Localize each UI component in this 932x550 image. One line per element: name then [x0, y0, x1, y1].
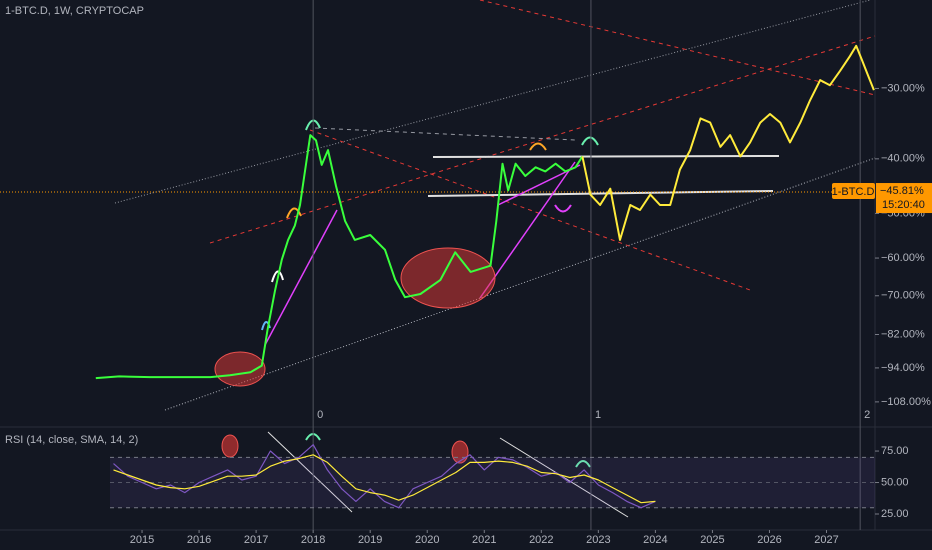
cycle-marker-label: 2: [864, 409, 870, 421]
symbol-badge: [832, 183, 875, 200]
y-tick-label: −108.00%: [881, 396, 931, 408]
y-tick-label: 25.00: [881, 508, 909, 520]
x-tick-label: 2024: [643, 534, 667, 546]
rsi-title: RSI (14, close, SMA, 14, 2): [5, 434, 138, 446]
x-tick-label: 2020: [415, 534, 439, 546]
series-line: [113, 444, 656, 509]
drawings: [114, 0, 876, 518]
symbol-badge-label: 1-BTC.D: [832, 186, 875, 198]
y-tick-label: −40.00%: [881, 153, 925, 165]
cycle-marker-label: 1: [595, 409, 601, 421]
x-tick-label: 2022: [529, 534, 553, 546]
trend-line: [309, 129, 751, 291]
countdown-label: 15:20:40: [882, 199, 925, 211]
level-line: [432, 155, 780, 158]
trend-line: [479, 0, 876, 96]
x-tick-label: 2023: [586, 534, 610, 546]
y-tick-label: 50.00: [881, 476, 909, 488]
channel-line: [114, 0, 871, 204]
x-tick-label: 2019: [358, 534, 382, 546]
arc: [575, 460, 591, 468]
arc: [554, 204, 572, 213]
rsi-band: [110, 457, 875, 508]
y-tick-label: 75.00: [881, 445, 909, 457]
arc: [271, 270, 284, 283]
x-tick-label: 2018: [301, 534, 325, 546]
last-value-badge: [876, 183, 932, 214]
arc: [286, 207, 302, 219]
x-tick-label: 2017: [244, 534, 268, 546]
series-line: [113, 454, 656, 504]
y-tick-label: −94.00%: [881, 362, 925, 374]
y-tick-label: −60.00%: [881, 252, 925, 264]
channel-line: [164, 157, 876, 411]
highlight-ellipse: [400, 247, 496, 309]
arc: [581, 136, 599, 146]
support-line: [264, 209, 338, 346]
rsi-trend-line: [499, 437, 629, 518]
y-tick-label: −70.00%: [881, 290, 925, 302]
cycle-marker-label: 0: [317, 409, 323, 421]
x-tick-label: 2025: [700, 534, 724, 546]
y-tick-label: −30.00%: [881, 82, 925, 94]
support-line: [479, 161, 576, 299]
series-line: [581, 44, 875, 241]
trend-line: [314, 127, 576, 141]
highlight-ellipse: [221, 434, 239, 458]
level-line: [427, 190, 774, 197]
last-value-label: −45.81%: [880, 185, 924, 197]
x-tick-label: 2027: [814, 534, 838, 546]
x-tick-label: 2026: [757, 534, 781, 546]
chart-title: 1-BTC.D, 1W, CRYPTOCAP: [5, 5, 144, 17]
x-tick-label: 2016: [187, 534, 211, 546]
series-line: [95, 134, 584, 380]
arc: [529, 142, 547, 151]
x-tick-label: 2015: [130, 534, 154, 546]
y-tick-label: −82.00%: [881, 328, 925, 340]
highlight-ellipse: [214, 351, 266, 387]
rsi-trend-line: [267, 431, 353, 513]
x-tick-label: 2021: [472, 534, 496, 546]
arc: [261, 321, 271, 331]
